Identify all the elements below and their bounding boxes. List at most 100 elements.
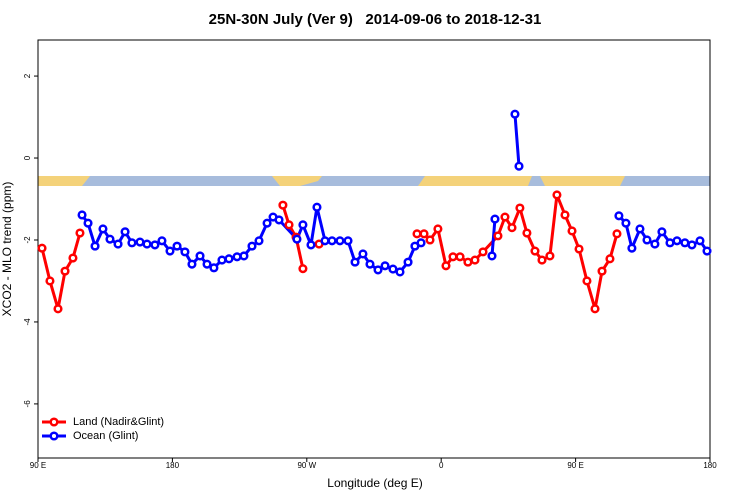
point [165,246,175,256]
point [403,257,413,267]
y-tick-label: 2 [23,73,32,78]
land-strip [418,176,532,186]
point [157,236,167,246]
point [90,241,100,251]
x-tick-label: 0 [439,461,444,470]
point [195,251,205,261]
y-tick-label: -6 [23,400,32,408]
point [298,220,308,230]
point [298,264,308,274]
point [574,244,584,254]
point [695,236,705,246]
point [127,238,137,248]
point [514,161,524,171]
point [224,254,234,264]
point [327,236,337,246]
point [312,202,322,212]
land-strip [540,176,625,186]
point [412,229,422,239]
point [605,254,615,264]
point [350,257,360,267]
point [500,212,510,222]
point [621,218,631,228]
point [105,234,115,244]
point [522,228,532,238]
point [172,241,182,251]
point [590,304,600,314]
point [478,247,488,257]
x-tick-label: 90 W [297,461,316,470]
point [487,251,497,261]
point [552,190,562,200]
point [120,227,130,237]
point [665,238,675,248]
point [262,218,272,228]
point [650,239,660,249]
point [597,266,607,276]
point [395,267,405,277]
x-tick-label: 180 [166,461,180,470]
point [239,251,249,261]
land-ocean-strip [38,176,710,186]
point [254,236,264,246]
point [247,241,257,251]
point [510,109,520,119]
point [274,215,284,225]
point [278,200,288,210]
point [537,255,547,265]
point [441,261,451,271]
point [209,263,219,273]
point [292,234,302,244]
point [68,253,78,263]
point [515,203,525,213]
point [380,261,390,271]
x-tick-label: 180 [703,461,717,470]
point [545,251,555,261]
point [113,239,123,249]
point [507,223,517,233]
point [627,243,637,253]
land-strip [38,176,90,186]
chart-title: 25N-30N July (Ver 9) 2014-09-06 to 2018-… [209,11,542,28]
legend-label: Land (Nadir&Glint) [73,416,164,428]
point [463,257,473,267]
legend-swatch-marker [49,417,59,427]
point [335,236,345,246]
point [306,240,316,250]
point [53,304,63,314]
point [672,236,682,246]
point [373,265,383,275]
point [642,235,652,245]
point [60,266,70,276]
y-tick-label: 0 [23,155,32,160]
point [45,276,55,286]
legend-label: Ocean (Glint) [73,430,138,442]
x-tick-label: 90 E [30,461,46,470]
point [582,276,592,286]
legend: Land (Nadir&Glint) Ocean (Glint) [42,416,164,442]
point [232,252,242,262]
y-tick-label: -4 [23,318,32,326]
point [37,243,47,253]
point [433,224,443,234]
point [493,231,503,241]
point [470,255,480,265]
point [358,249,368,259]
point [83,218,93,228]
point [419,229,429,239]
point [416,238,426,248]
y-tick-label: -2 [23,236,32,244]
point [343,236,353,246]
point [702,246,712,256]
point [320,236,330,246]
point [75,228,85,238]
point [567,226,577,236]
point [202,259,212,269]
point [612,229,622,239]
plot-area: 90 E 180 90 W 0 90 E 180 -6 -4 -2 0 2 [23,73,717,470]
point [425,235,435,245]
point [635,224,645,234]
point [135,237,145,247]
